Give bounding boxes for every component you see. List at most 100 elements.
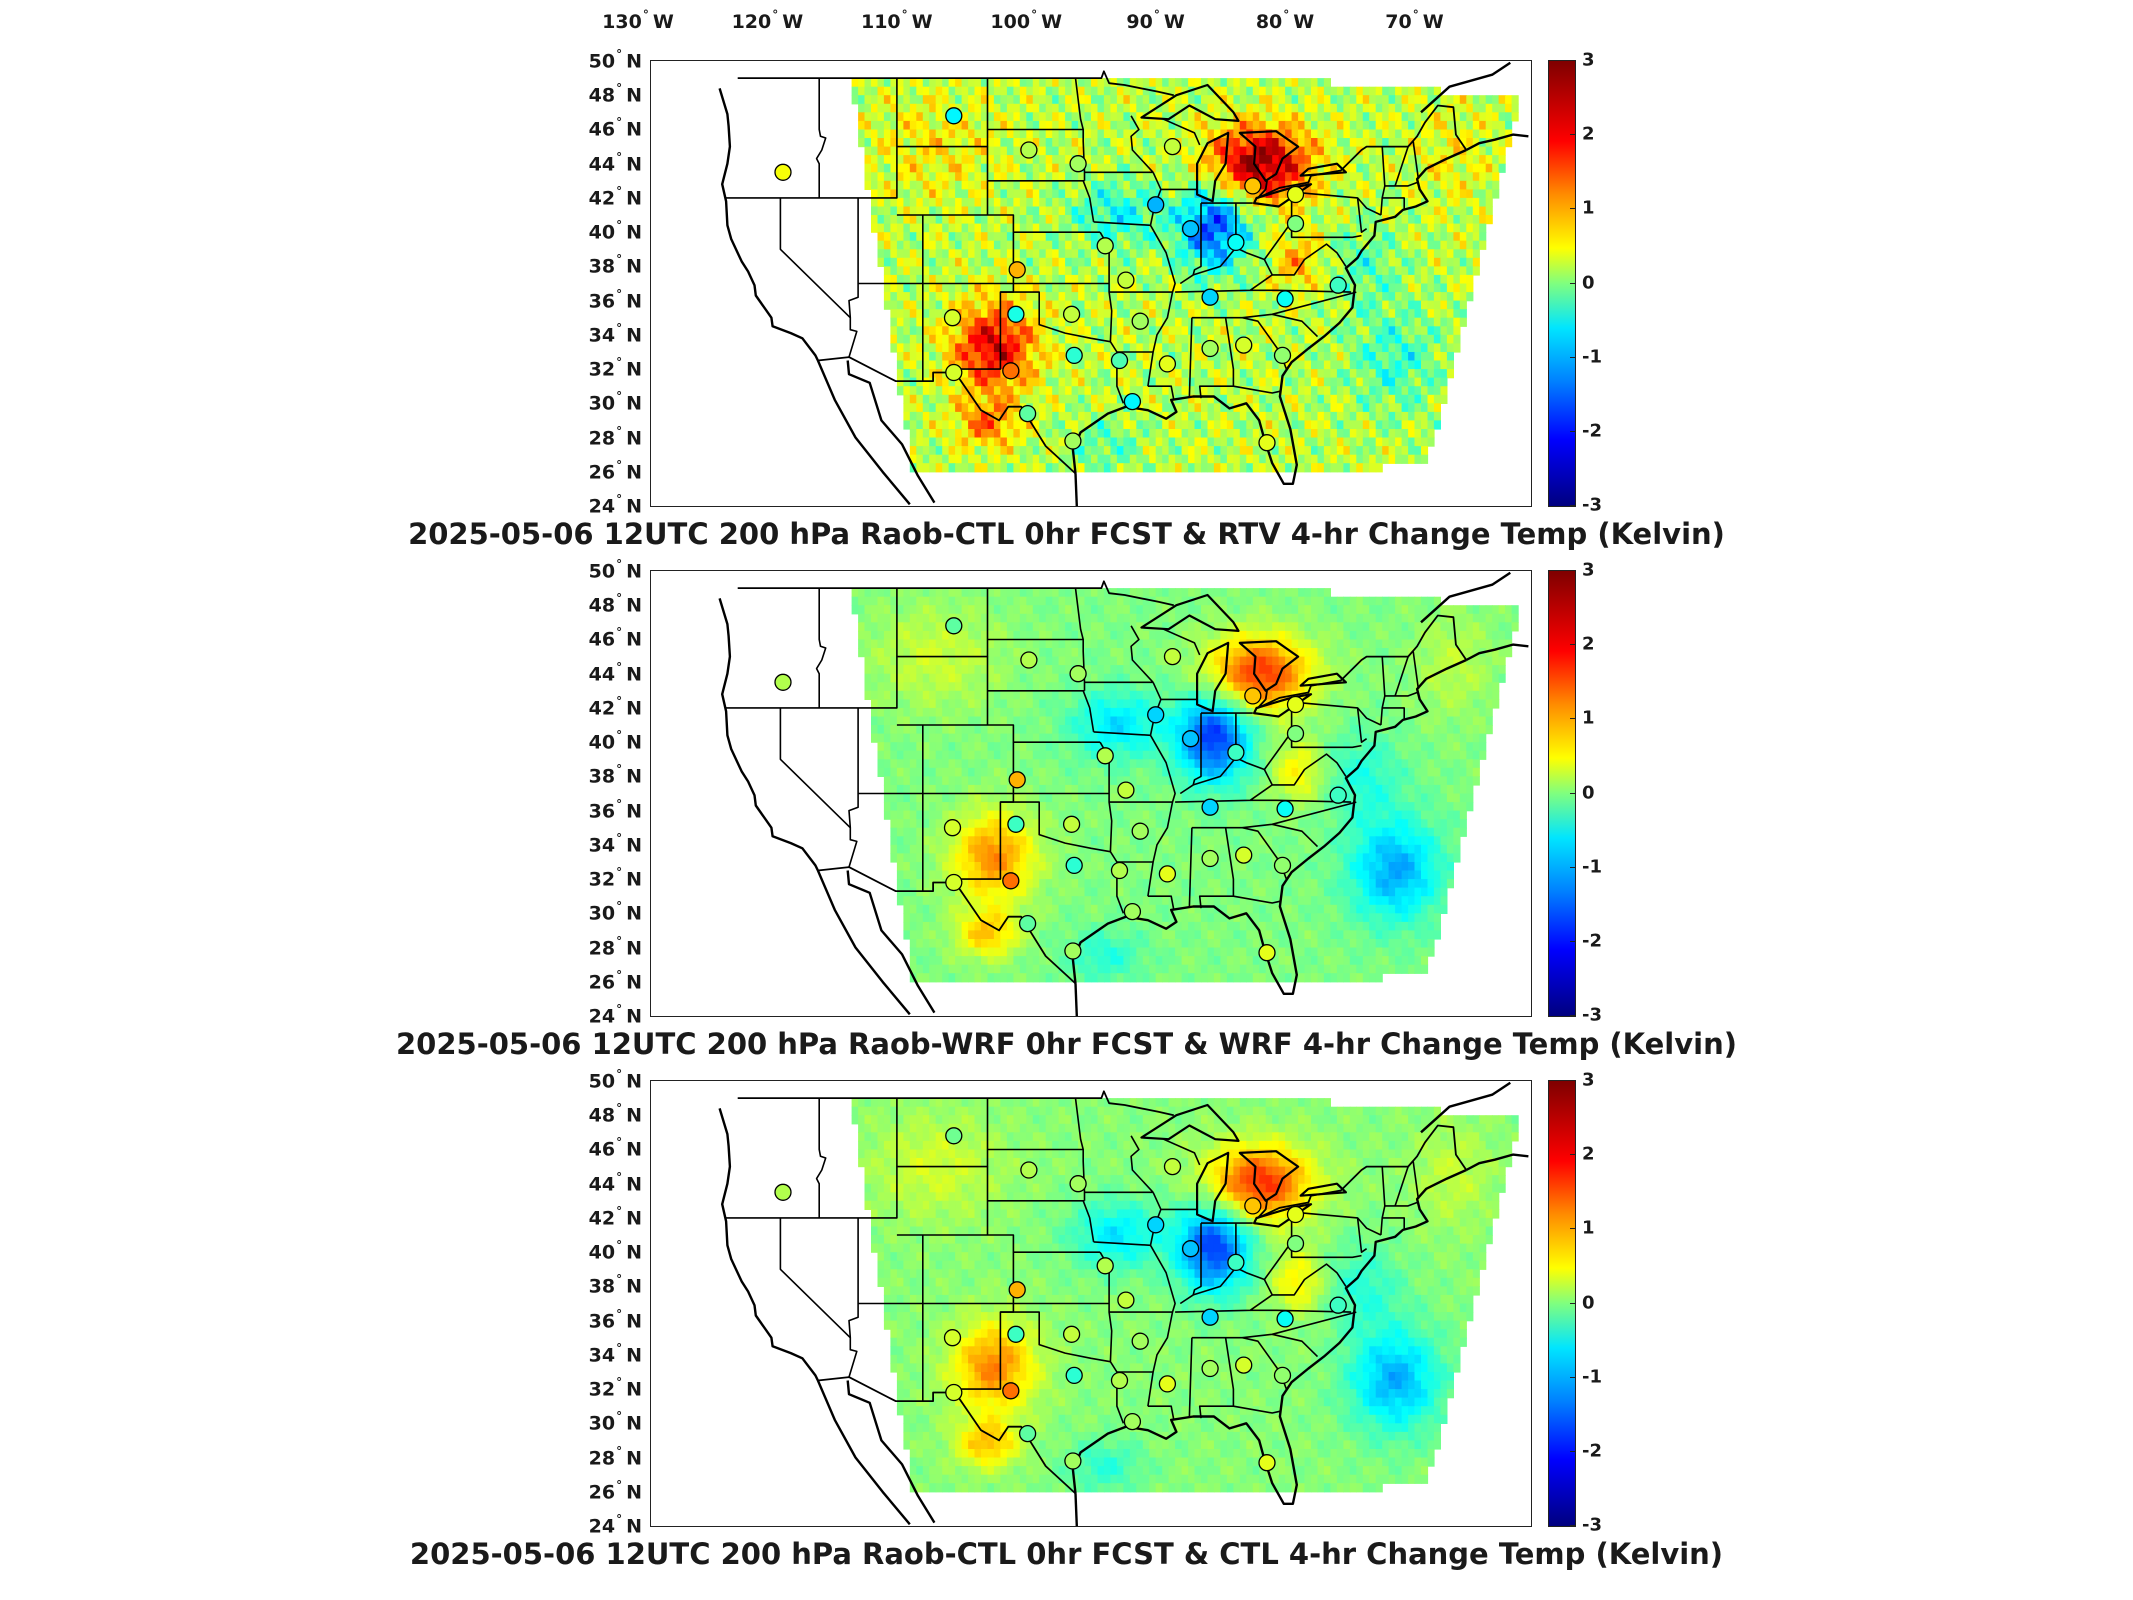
raob-station-marker xyxy=(1258,434,1276,452)
lat-tick-label: 28° N xyxy=(502,934,642,959)
lat-hemisphere: N xyxy=(626,1005,642,1028)
lon-tick-label: 80° W xyxy=(1256,8,1314,33)
lat-hemisphere: N xyxy=(626,84,642,107)
degree-symbol: ° xyxy=(616,1101,623,1116)
lon-tick-label: 110° W xyxy=(861,8,933,33)
great-lake-shoreline xyxy=(1238,1150,1300,1202)
lat-value: 24 xyxy=(588,1005,616,1028)
raob-station-marker xyxy=(1201,1308,1219,1326)
lat-value: 36 xyxy=(588,1310,616,1333)
great-lake-shoreline xyxy=(1140,593,1240,632)
lat-hemisphere: N xyxy=(626,1310,642,1333)
colorbar-tick-label: 2 xyxy=(1582,1143,1595,1165)
raob-station-marker xyxy=(1273,1366,1292,1385)
state-border xyxy=(1188,1337,1193,1417)
lat-value: 40 xyxy=(588,731,616,754)
colorbar xyxy=(1548,60,1576,507)
state-border xyxy=(1382,707,1405,720)
temperature-map xyxy=(718,571,1529,1016)
lat-value: 34 xyxy=(588,324,616,347)
colorbar-tick-mark xyxy=(1570,570,1575,571)
colorbar-tick-label: -1 xyxy=(1582,856,1602,878)
state-border xyxy=(1233,385,1281,394)
lon-hemisphere: W xyxy=(911,11,933,33)
colorbar-tick-mark xyxy=(1570,1080,1575,1081)
raob-station-marker xyxy=(1227,1253,1245,1272)
raob-station-marker xyxy=(1096,747,1114,765)
colorbar-tick-mark xyxy=(1570,1525,1575,1526)
degree-symbol: ° xyxy=(616,831,623,846)
state-border xyxy=(1192,757,1237,786)
colorbar-tick-mark xyxy=(1570,282,1575,284)
lat-value: 38 xyxy=(588,1275,616,1298)
coastline xyxy=(1420,571,1511,624)
lon-value: 110 xyxy=(860,11,901,33)
state-border xyxy=(1074,588,1084,640)
raob-station-marker xyxy=(1131,1332,1149,1350)
raob-station-marker xyxy=(945,107,963,125)
state-border xyxy=(1384,181,1418,187)
state-border xyxy=(1192,1267,1237,1296)
raob-station-marker xyxy=(1258,944,1276,962)
great-lake-shoreline xyxy=(1196,641,1230,713)
coastline xyxy=(718,88,911,506)
raob-station-marker xyxy=(1181,220,1200,238)
degree-symbol: ° xyxy=(616,47,623,62)
lat-hemisphere: N xyxy=(626,834,642,857)
raob-station-marker xyxy=(945,1383,963,1402)
lat-hemisphere: N xyxy=(626,1207,642,1230)
lon-hemisphere: W xyxy=(1163,11,1185,33)
state-border xyxy=(1394,146,1409,187)
state-border xyxy=(1188,827,1193,907)
raob-station-marker xyxy=(1123,902,1142,921)
lat-hemisphere: N xyxy=(626,358,642,381)
coastline xyxy=(1071,148,1467,485)
temperature-field xyxy=(851,78,1519,473)
state-border xyxy=(1099,231,1125,404)
lon-tick-label: 100° W xyxy=(990,8,1062,33)
colorbar-tick-label: 2 xyxy=(1582,123,1595,145)
lat-tick-label: 24° N xyxy=(502,1003,642,1028)
raob-station-marker xyxy=(1235,1356,1253,1374)
national-border xyxy=(737,1090,1174,1117)
lat-tick-label: 50° N xyxy=(502,1068,642,1093)
raob-station-marker xyxy=(1123,392,1142,411)
state-border xyxy=(1099,741,1125,914)
state-border xyxy=(1192,247,1237,276)
degree-symbol: ° xyxy=(616,389,623,404)
coastline xyxy=(846,870,936,1014)
raob-station-marker xyxy=(1110,861,1129,880)
great-lake-shoreline xyxy=(1299,1182,1347,1197)
state-border xyxy=(1082,690,1095,733)
lat-tick-label: 26° N xyxy=(502,458,642,483)
lat-tick-label: 32° N xyxy=(502,1376,642,1401)
colorbar-tick-label: 2 xyxy=(1582,633,1595,655)
state-border xyxy=(1093,221,1151,227)
state-border xyxy=(896,1098,989,1168)
raob-station-marker xyxy=(1286,185,1305,204)
lat-tick-label: 44° N xyxy=(502,660,642,685)
lat-hemisphere: N xyxy=(626,1104,642,1127)
great-lake-shoreline xyxy=(1238,640,1300,692)
degree-symbol: ° xyxy=(616,424,623,439)
degree-symbol: ° xyxy=(616,492,623,507)
state-border xyxy=(1163,1138,1201,1166)
raob-station-marker xyxy=(1286,214,1305,233)
lon-tick-label: 90° W xyxy=(1126,8,1184,33)
lat-value: 32 xyxy=(588,868,616,891)
degree-symbol: ° xyxy=(616,355,623,370)
lat-hemisphere: N xyxy=(626,221,642,244)
lat-value: 26 xyxy=(588,1481,616,1504)
degree-symbol: ° xyxy=(616,934,623,949)
state-border xyxy=(1147,895,1175,911)
state-border xyxy=(896,1234,1101,1253)
lat-hemisphere: N xyxy=(626,1173,642,1196)
raob-station-marker xyxy=(1062,1325,1081,1343)
lat-tick-label: 46° N xyxy=(502,116,642,141)
lat-value: 50 xyxy=(588,1070,616,1093)
raob-station-marker xyxy=(1002,1382,1020,1400)
state-border xyxy=(1272,823,1319,848)
raob-station-marker xyxy=(1064,432,1082,450)
state-border xyxy=(1382,1217,1405,1230)
state-border xyxy=(1000,291,1111,343)
